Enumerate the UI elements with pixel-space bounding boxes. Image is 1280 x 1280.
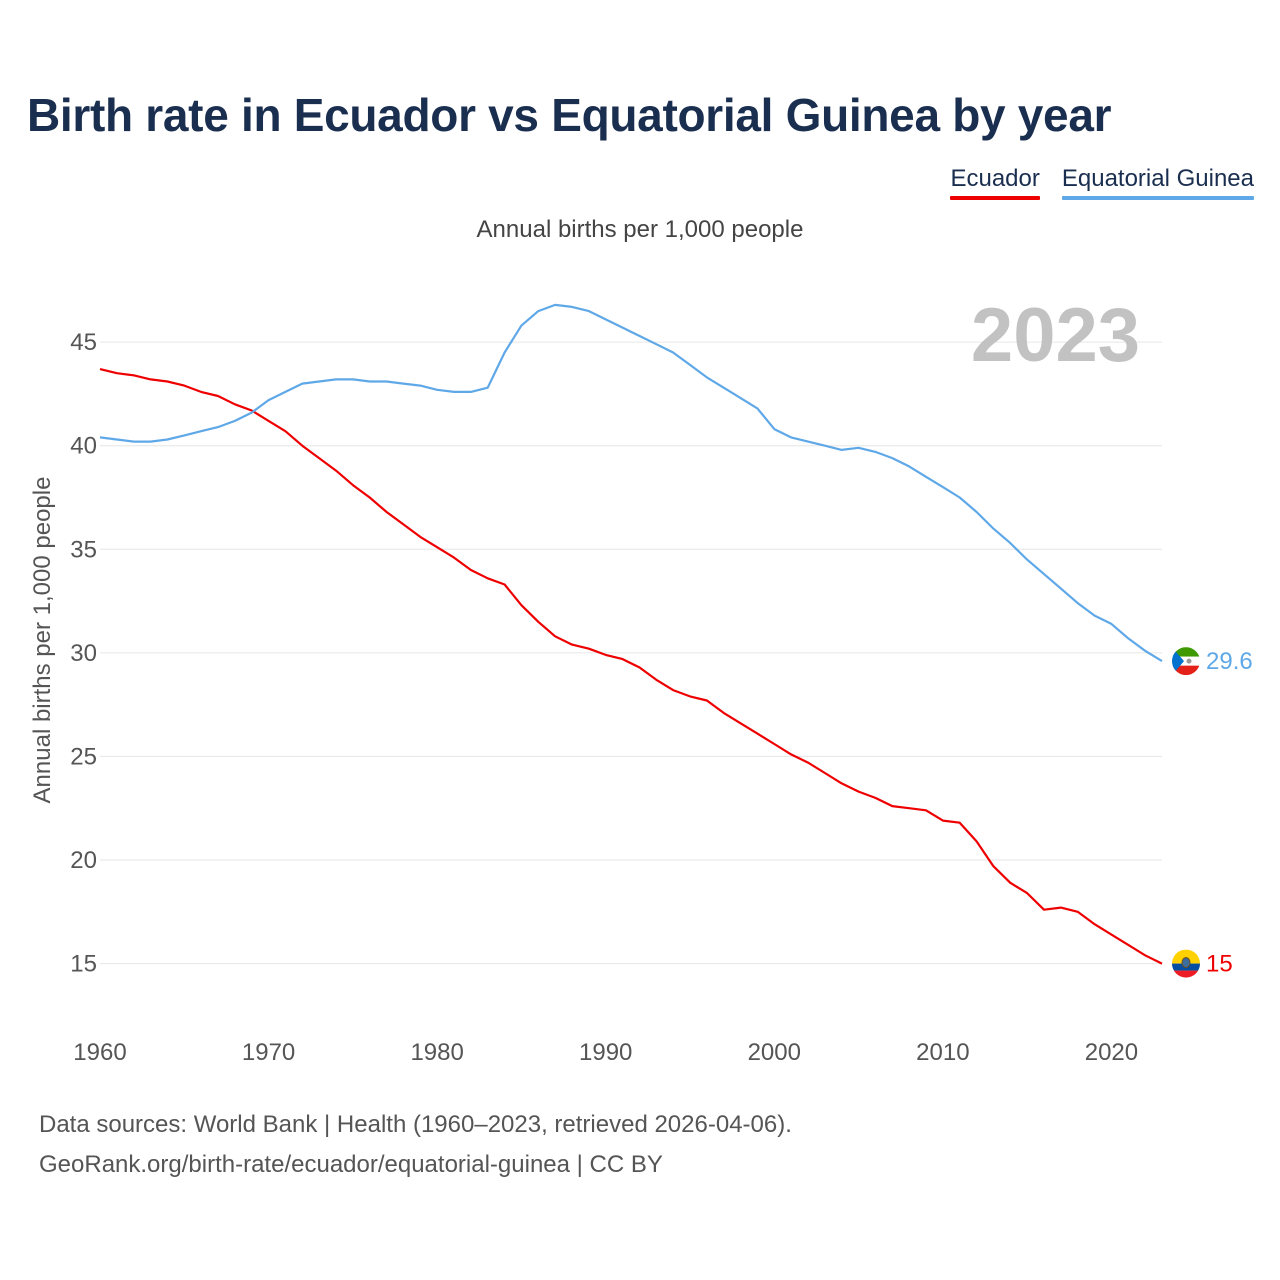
x-tick-label: 1980 bbox=[410, 1039, 463, 1066]
y-tick-label: 40 bbox=[70, 433, 97, 460]
x-tick-label: 2020 bbox=[1085, 1039, 1138, 1066]
footer-sources: Data sources: World Bank | Health (1960–… bbox=[39, 1111, 792, 1138]
end-label-equatorial-guinea: 29.6 bbox=[1206, 648, 1253, 675]
flag-emblem bbox=[1186, 658, 1192, 664]
legend-swatch-equatorial-guinea bbox=[1061, 196, 1254, 200]
chart-subtitle: Annual births per 1,000 people bbox=[476, 216, 804, 243]
legend-label-equatorial-guinea: Equatorial Guinea bbox=[1061, 165, 1254, 192]
end-label-ecuador: 15 bbox=[1206, 951, 1233, 978]
footer-link[interactable]: GeoRank.org/birth-rate/ecuador/equatoria… bbox=[39, 1151, 663, 1178]
flag-band-white bbox=[1172, 656, 1200, 666]
y-tick-label: 25 bbox=[70, 743, 97, 770]
x-tick-label: 2000 bbox=[748, 1039, 801, 1066]
legend-label-ecuador: Ecuador bbox=[950, 165, 1040, 192]
y-axis-title: Annual births per 1,000 people bbox=[29, 477, 56, 804]
legend-swatch-ecuador bbox=[950, 196, 1040, 200]
series-line-ecuador bbox=[99, 368, 1163, 965]
footer: Data sources: World Bank | Health (1960–… bbox=[39, 1105, 792, 1185]
endpoint-layer: 15 29.6 bbox=[1172, 647, 1253, 978]
series-line-equatorial-guinea bbox=[99, 303, 1163, 663]
flag-body bbox=[1172, 647, 1200, 676]
chart-title: Birth rate in Ecuador vs Equatorial Guin… bbox=[27, 89, 1112, 141]
flag-hoist-triangle bbox=[1172, 647, 1184, 676]
x-tick-label: 1960 bbox=[73, 1039, 126, 1066]
x-tick-label: 1990 bbox=[579, 1039, 632, 1066]
tick-layer: 15 20 25 30 35 40 45 1960 1970 1980 1990 2000 2010 20… bbox=[70, 329, 1138, 1066]
x-tick-label: 2010 bbox=[916, 1039, 969, 1066]
year-badge: 2023 bbox=[970, 293, 1140, 378]
legend-item-ecuador[interactable]: Ecuador bbox=[950, 165, 1040, 200]
flag-band-yellow bbox=[1172, 949, 1200, 964]
flag-ecuador bbox=[1172, 949, 1200, 978]
y-tick-label: 20 bbox=[70, 847, 97, 874]
flag-emblem bbox=[1181, 957, 1191, 969]
y-tick-label: 15 bbox=[70, 951, 97, 978]
grid-layer bbox=[100, 341, 1162, 965]
x-tick-label: 1970 bbox=[242, 1039, 295, 1066]
flag-band-red bbox=[1172, 665, 1200, 676]
legend: Ecuador Equatorial Guinea bbox=[950, 165, 1254, 200]
flag-band-red bbox=[1172, 970, 1200, 978]
flag-equatorial-guinea bbox=[1172, 647, 1200, 676]
y-tick-label: 30 bbox=[70, 640, 97, 667]
legend-item-equatorial-guinea[interactable]: Equatorial Guinea bbox=[1061, 165, 1254, 200]
y-tick-label: 35 bbox=[70, 536, 97, 563]
flag-band-green bbox=[1172, 647, 1200, 657]
flag-body bbox=[1172, 949, 1200, 978]
series-layer bbox=[99, 303, 1163, 965]
y-tick-label: 45 bbox=[70, 329, 97, 356]
